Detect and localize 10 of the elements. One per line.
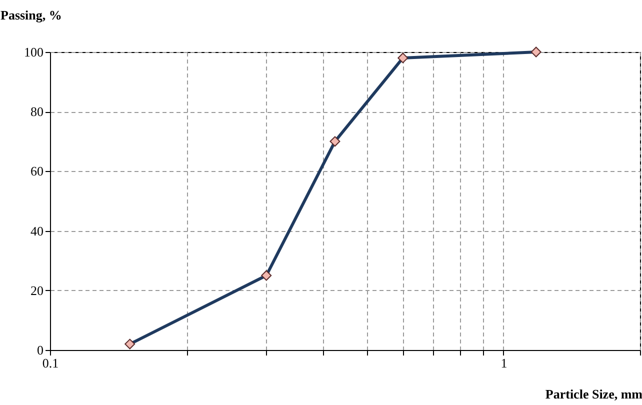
y-tick-label: 0 [37, 342, 44, 358]
y-axis-title: Passing, % [0, 8, 62, 22]
y-tick-label: 60 [30, 164, 44, 179]
y-tick-label: 20 [30, 282, 44, 298]
x-axis-title: Particle Size, mm [545, 386, 642, 402]
y-tick-label: 80 [30, 104, 44, 120]
x-tick-label: 1 [500, 356, 508, 370]
y-tick-label: 100 [24, 44, 44, 60]
x-tick-label: 0.1 [42, 356, 59, 370]
y-tick-label: 40 [30, 223, 44, 238]
